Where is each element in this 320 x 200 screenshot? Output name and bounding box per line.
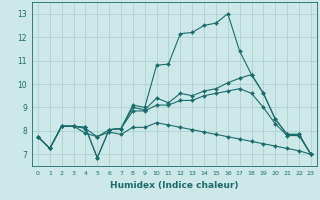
- X-axis label: Humidex (Indice chaleur): Humidex (Indice chaleur): [110, 181, 239, 190]
